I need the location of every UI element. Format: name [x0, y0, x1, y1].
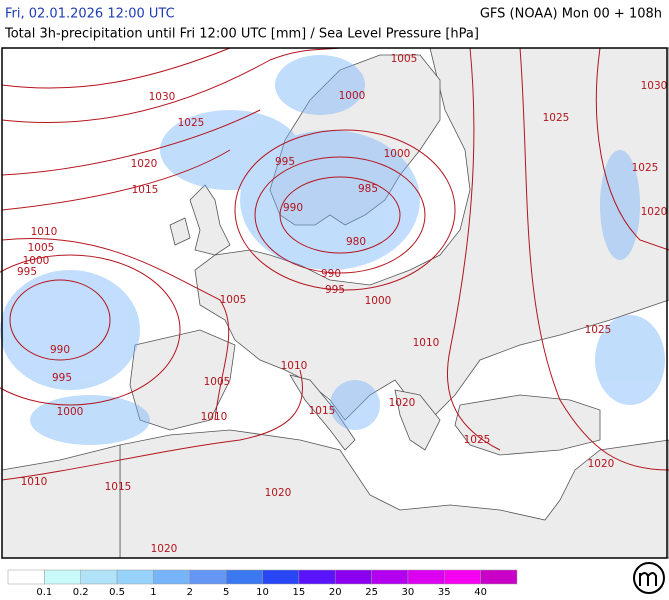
isobar-label: 1005 — [391, 53, 418, 65]
legend-label: 40 — [474, 587, 487, 598]
isobar-label: 1000 — [23, 255, 50, 267]
isobar-label: 990 — [50, 344, 70, 356]
isobar-label: 1015 — [105, 481, 132, 493]
legend-label: 10 — [256, 587, 269, 598]
isobar-label: 1005 — [204, 376, 231, 388]
legend-swatch — [189, 569, 227, 585]
legend-label: 0.2 — [73, 587, 89, 598]
legend-swatch — [334, 569, 372, 585]
legend-label: 15 — [292, 587, 305, 598]
isobar-label: 995 — [325, 284, 345, 296]
legend-label: 0.5 — [109, 587, 125, 598]
isobar-label: 1015 — [309, 405, 336, 417]
isobar-label: 1025 — [178, 117, 205, 129]
logo-mark — [639, 572, 657, 586]
map-frame — [1, 47, 668, 559]
legend-swatch — [225, 569, 263, 585]
isobar-label: 1025 — [632, 162, 659, 174]
legend-label: 5 — [223, 587, 229, 598]
isobar-label: 1010 — [201, 411, 228, 423]
isobar-label: 1020 — [131, 158, 158, 170]
isobar-label: 1020 — [588, 458, 615, 470]
isobar-label: 1010 — [21, 476, 48, 488]
isobar-label: 990 — [283, 202, 303, 214]
isobar-label: 990 — [321, 268, 341, 280]
legend: 0.1 0.2 0.5 1 2 5 10 15 20 25 30 35 40 — [7, 569, 518, 598]
legend-swatch — [7, 569, 45, 585]
legend-swatch — [153, 569, 191, 585]
legend-swatch — [44, 569, 81, 585]
legend-swatch — [116, 569, 154, 585]
isobar-label: 1005 — [220, 294, 247, 306]
isobar-label: 1030 — [641, 80, 668, 92]
isobar-label: 995 — [275, 156, 295, 168]
legend-swatch — [298, 569, 336, 585]
isobar-label: 1010 — [281, 360, 308, 372]
legend-swatch — [407, 569, 445, 585]
legend-swatch — [444, 569, 481, 585]
isobar-label: 1000 — [57, 406, 84, 418]
isobar-label: 1025 — [543, 112, 570, 124]
header-model: GFS (NOAA) Mon 00 + 108h — [480, 7, 662, 22]
isobar-label: 1015 — [132, 184, 159, 196]
isobar-label: 1020 — [265, 487, 292, 499]
legend-swatch — [480, 569, 518, 585]
isobar-label: 1010 — [31, 226, 58, 238]
header-datetime: Fri, 02.01.2026 12:00 UTC — [5, 7, 175, 22]
isobar-label: 1020 — [389, 397, 416, 409]
legend-swatch — [80, 569, 118, 585]
isobar-label: 1010 — [413, 337, 440, 349]
isobar-label: 1000 — [365, 295, 392, 307]
isobars — [0, 47, 669, 481]
legend-label: 1 — [150, 587, 156, 598]
isobar-labels: 1030102510201015101010051000995990995100… — [17, 53, 667, 555]
legend-swatch — [262, 569, 300, 585]
isobar-label: 980 — [346, 236, 366, 248]
legend-swatch — [371, 569, 409, 585]
isobar-label: 1000 — [384, 148, 411, 160]
isobar-label: 1030 — [149, 91, 176, 103]
isobar-label: 995 — [17, 266, 37, 278]
isobar-label: 1005 — [28, 242, 55, 254]
isobar-label: 1025 — [464, 434, 491, 446]
legend-label: 0.1 — [36, 587, 52, 598]
logo — [633, 562, 665, 594]
isobar-label: 995 — [52, 372, 72, 384]
precipitation — [0, 55, 665, 445]
isobar-label: 1020 — [151, 543, 178, 555]
legend-label: 25 — [365, 587, 378, 598]
legend-label: 20 — [329, 587, 342, 598]
map: 1030102510201015101010051000995990995100… — [0, 47, 669, 559]
legend-label: 35 — [438, 587, 451, 598]
isobar-label: 1000 — [339, 90, 366, 102]
isobar-label: 985 — [358, 183, 378, 195]
legend-label: 2 — [187, 587, 193, 598]
header-subtitle: Total 3h-precipitation until Fri 12:00 U… — [4, 27, 479, 42]
isobar-label: 1020 — [641, 206, 668, 218]
land — [1, 47, 669, 559]
legend-label: 30 — [402, 587, 415, 598]
isobar-label: 1025 — [585, 324, 612, 336]
